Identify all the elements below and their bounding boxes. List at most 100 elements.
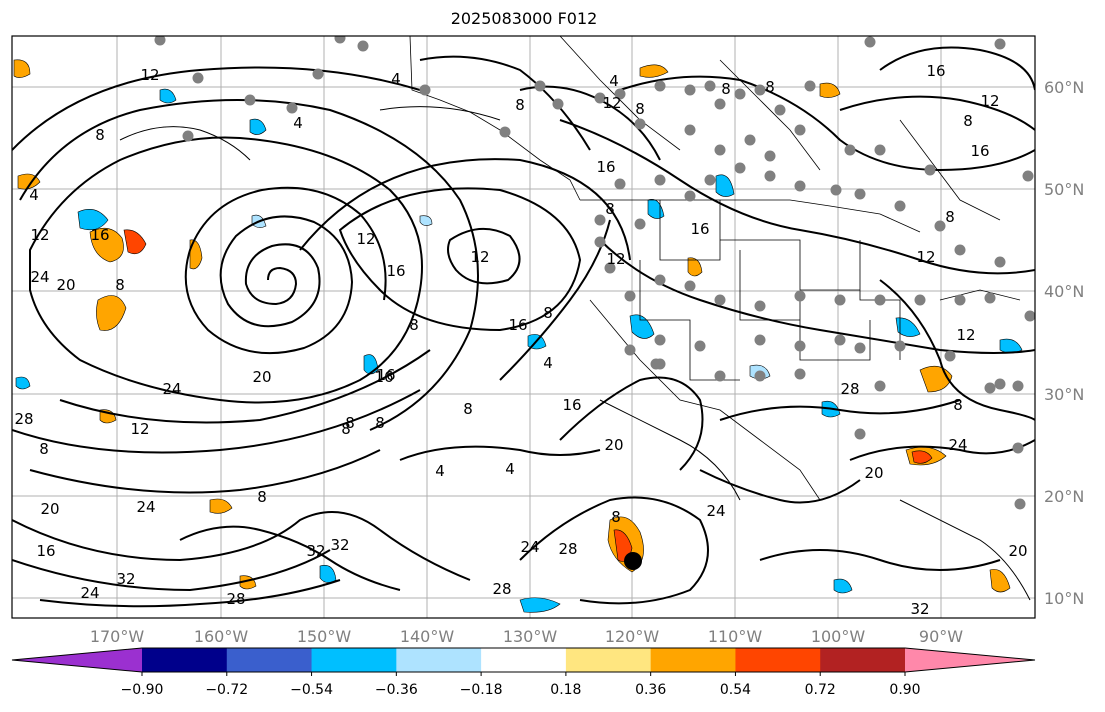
lon-label: 90°W — [919, 627, 963, 646]
contour-label: 16 — [374, 368, 393, 386]
station-dot — [794, 290, 806, 302]
contour-label: 24 — [706, 502, 725, 520]
station-dot — [1024, 310, 1035, 322]
contour-label: 28 — [840, 380, 859, 398]
colorbar-extend-high — [905, 648, 1035, 672]
colorbar-segment — [565, 648, 652, 672]
contour-label: 8 — [543, 304, 553, 322]
station-dot — [650, 358, 662, 370]
contour-label: 32 — [910, 600, 929, 618]
contour-label: 24 — [948, 436, 967, 454]
contour-label: 16 — [690, 220, 709, 238]
station-dot — [684, 124, 696, 136]
station-dot — [244, 94, 256, 106]
colorbar-tick-label: 0.90 — [889, 682, 920, 698]
map-background — [12, 36, 1035, 618]
contour-label: 12 — [956, 326, 975, 344]
contour-label: 20 — [604, 436, 623, 454]
station-dot — [654, 80, 666, 92]
contour-label: 24 — [162, 380, 181, 398]
contour-label: 28 — [226, 590, 245, 608]
contour-label: 24 — [30, 268, 49, 286]
positive-anomaly-patches — [13, 59, 1011, 593]
colorbar-segment — [311, 648, 397, 672]
contour-label: 12 — [140, 66, 159, 84]
lon-label: 100°W — [811, 627, 866, 646]
station-dot — [624, 344, 636, 356]
station-dot — [874, 380, 886, 392]
station-dot — [994, 38, 1006, 50]
political-boundaries — [409, 36, 1021, 501]
station-dot — [874, 294, 886, 306]
colorbar-tick-label: −0.18 — [460, 682, 503, 698]
contour-label: 16 — [926, 62, 945, 80]
colorbar-segment — [735, 648, 821, 672]
contour-label: 8 — [345, 414, 355, 432]
station-dot — [1012, 380, 1024, 392]
station-dot — [654, 334, 666, 346]
lon-label: 110°W — [708, 627, 763, 646]
contour-label: 28 — [558, 540, 577, 558]
contour-label: 24 — [80, 584, 99, 602]
station-dot — [192, 72, 204, 84]
station-dot — [984, 382, 996, 394]
station-dot — [634, 218, 646, 230]
station-dot — [684, 190, 696, 202]
station-dot — [714, 98, 726, 110]
contour-label: 16 — [508, 316, 527, 334]
contour-label: 16 — [386, 262, 405, 280]
station-dot — [499, 126, 511, 138]
station-dot — [854, 342, 866, 354]
contour-label: 28 — [14, 410, 33, 428]
contour-label: 16 — [90, 226, 109, 244]
station-dot — [1014, 498, 1026, 510]
thin-contours — [119, 106, 1031, 601]
contour-label: 16 — [376, 366, 395, 384]
contour-label: 8 — [341, 420, 351, 438]
contour-label: 8 — [39, 440, 49, 458]
colorbar-tick-label: 0.36 — [635, 682, 666, 698]
station-dot — [534, 80, 546, 92]
contour-label: 8 — [605, 200, 615, 218]
contour-label: 12 — [356, 230, 375, 248]
latitude-labels: 60°N 50°N 40°N 30°N 20°N 10°N — [1044, 78, 1084, 608]
station-dot — [419, 84, 431, 96]
contour-label: 4 — [609, 72, 619, 90]
station-dot — [624, 290, 636, 302]
contour-label: 8 — [409, 316, 419, 334]
station-dot — [794, 368, 806, 380]
contour-label: 28 — [492, 580, 511, 598]
station-dot — [934, 220, 946, 232]
station-dot — [874, 144, 886, 156]
storm-marker — [624, 552, 642, 570]
colorbar-tick-label: −0.54 — [290, 682, 333, 698]
map-title: 2025083000 F012 — [450, 9, 598, 28]
contour-label: 32 — [116, 570, 135, 588]
station-dot — [312, 68, 324, 80]
contour-label: 8 — [963, 112, 973, 130]
station-dot — [854, 428, 866, 440]
contour-label: 20 — [56, 276, 75, 294]
station-dot — [552, 98, 564, 110]
contour-label: 4 — [29, 186, 39, 204]
lon-label: 150°W — [297, 627, 352, 646]
station-dot — [1022, 170, 1034, 182]
contour-label: 8 — [611, 508, 621, 526]
station-dot — [357, 40, 369, 52]
contour-label: 20 — [864, 464, 883, 482]
contour-label: 4 — [293, 114, 303, 132]
station-dot — [714, 144, 726, 156]
contour-label: 16 — [36, 542, 55, 560]
station-dot — [954, 244, 966, 256]
station-dot — [794, 340, 806, 352]
lat-label: 10°N — [1044, 589, 1084, 608]
station-dot — [834, 294, 846, 306]
station-dot — [604, 262, 616, 274]
colorbar-tick-label: −0.90 — [121, 682, 164, 698]
station-dot — [834, 334, 846, 346]
station-dot — [654, 274, 666, 286]
lat-label: 50°N — [1044, 180, 1084, 199]
colorbar-tick-label: −0.36 — [375, 682, 418, 698]
